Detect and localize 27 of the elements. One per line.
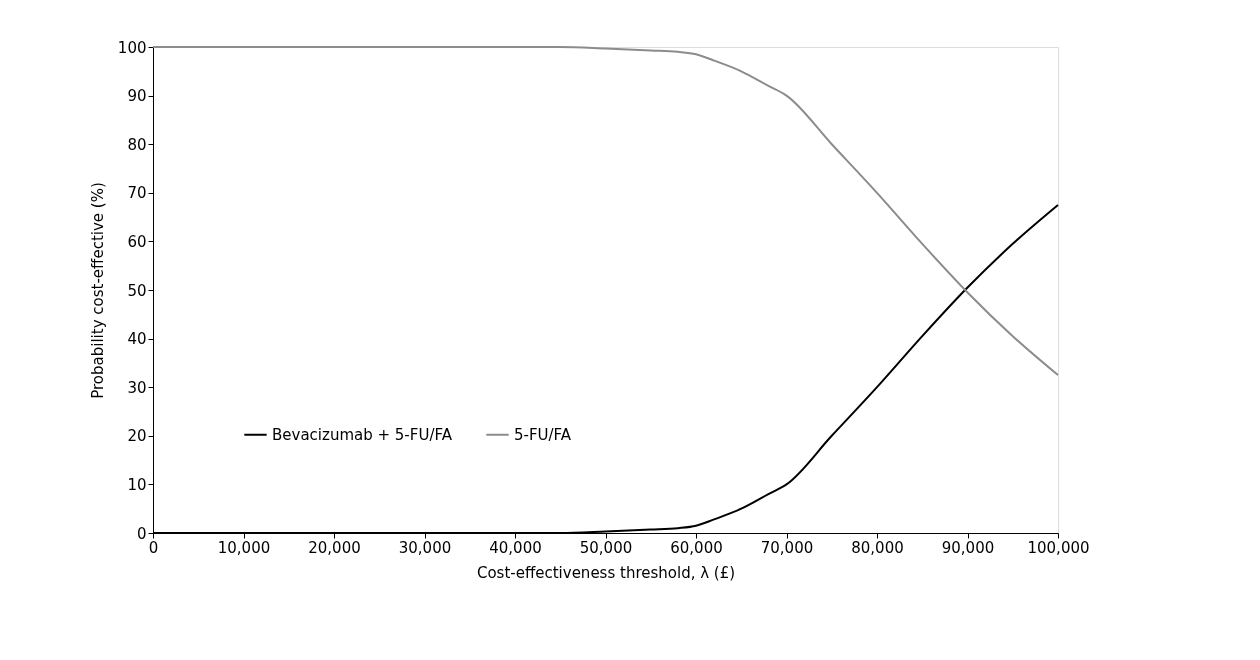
x-tick-label: 10,000: [217, 538, 271, 557]
x-tick-label: 70,000: [760, 538, 814, 557]
x-tick-label: 80,000: [851, 538, 904, 557]
y-tick-label: 100: [117, 38, 147, 57]
x-tick-label: 100,000: [1027, 538, 1090, 557]
x-tick-label: 20,000: [308, 538, 361, 557]
y-tick-label: 0: [136, 524, 147, 543]
legend-label: 5-FU/FA: [514, 425, 572, 444]
y-tick-label: 50: [127, 281, 147, 300]
x-tick-label: 30,000: [398, 538, 452, 557]
y-tick-label: 80: [127, 135, 147, 154]
x-tick-label: 60,000: [670, 538, 723, 557]
y-tick-label: 40: [127, 330, 147, 349]
x-axis-title: Cost-effectiveness threshold, λ (£): [476, 563, 736, 582]
legend-label: Bevacizumab + 5-FU/FA: [272, 425, 453, 444]
x-tick-label: 40,000: [489, 538, 542, 557]
x-tick-label: 90,000: [941, 538, 995, 557]
x-tick-label: 50,000: [579, 538, 633, 557]
line-series: [152, 46, 1059, 377]
y-tick-label: 30: [127, 378, 147, 397]
y-axis-title: Probability cost-effective (%): [88, 182, 107, 399]
y-tick-label: 20: [127, 427, 147, 446]
y-tick-label: 60: [127, 232, 147, 251]
x-tick-label: 0: [148, 538, 159, 557]
y-tick-label: 10: [127, 475, 147, 494]
y-tick-label: 90: [127, 87, 147, 106]
y-tick-label: 70: [127, 184, 147, 203]
